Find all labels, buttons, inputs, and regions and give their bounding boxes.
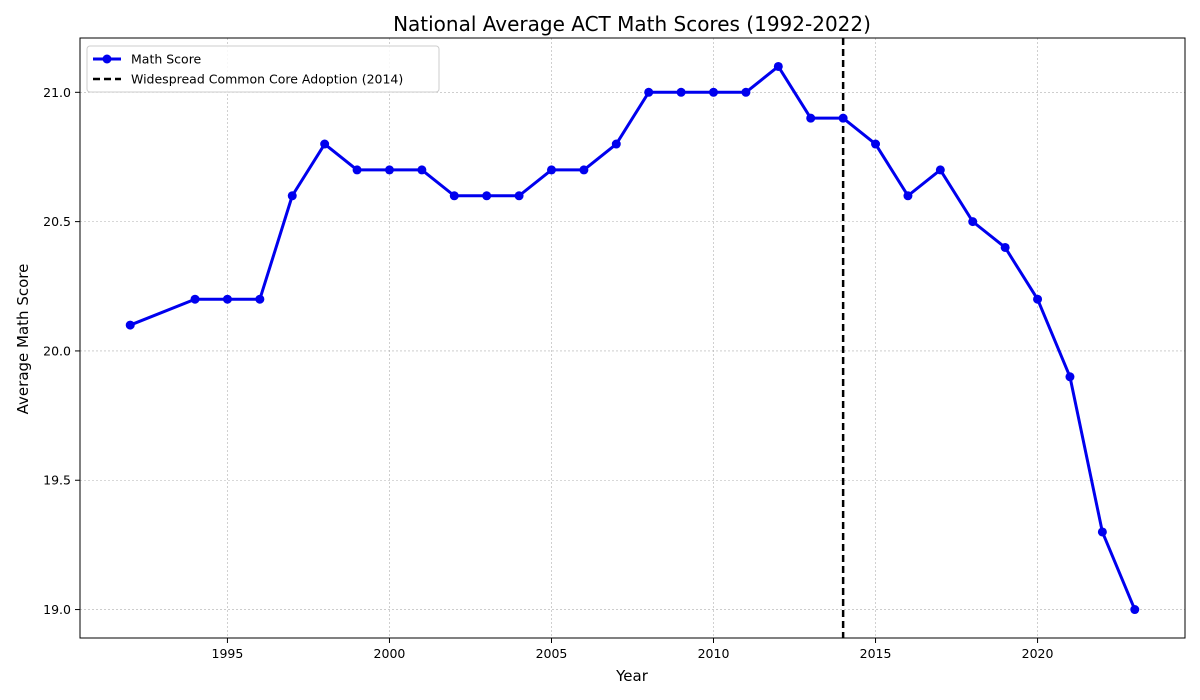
- data-point: [935, 165, 945, 175]
- x-tick-label: 2010: [698, 646, 730, 661]
- gridlines: [80, 38, 1185, 638]
- data-point: [417, 165, 427, 175]
- data-point: [514, 191, 524, 201]
- data-point: [741, 87, 751, 97]
- plot-area-frame: [79, 37, 1186, 639]
- x-axis-label: Year: [615, 667, 649, 685]
- x-tick-label: 2000: [374, 646, 406, 661]
- x-tick-label: 2020: [1022, 646, 1054, 661]
- data-point: [449, 191, 459, 201]
- legend-series-label: Math Score: [131, 52, 202, 67]
- x-tick-label: 1995: [212, 646, 244, 661]
- data-point: [968, 217, 978, 227]
- x-tick-label: 2015: [860, 646, 892, 661]
- legend-box: [86, 45, 440, 93]
- data-point: [838, 113, 848, 123]
- data-point: [871, 139, 881, 149]
- series-line: [129, 64, 1137, 611]
- y-tick-label: 19.0: [43, 602, 71, 617]
- data-point: [1065, 372, 1075, 382]
- data-point: [1097, 527, 1107, 537]
- data-point: [773, 61, 783, 71]
- data-point: [384, 165, 394, 175]
- legend: Math Score Widespread Common Core Adopti…: [86, 45, 440, 93]
- data-point: [190, 294, 200, 304]
- data-point: [611, 139, 621, 149]
- data-point: [806, 113, 816, 123]
- data-point: [352, 165, 362, 175]
- data-point: [255, 294, 265, 304]
- data-point: [287, 191, 297, 201]
- legend-annotation-label: Widespread Common Core Adoption (2014): [131, 72, 403, 87]
- data-point: [1130, 605, 1140, 615]
- data-point: [125, 320, 135, 330]
- x-tick-label: 2005: [536, 646, 568, 661]
- data-point: [579, 165, 589, 175]
- data-point: [709, 87, 719, 97]
- chart-title: National Average ACT Math Scores (1992-2…: [393, 12, 871, 36]
- data-point: [1000, 242, 1010, 252]
- y-tick-label: 20.5: [43, 214, 71, 229]
- data-point: [482, 191, 492, 201]
- data-point: [644, 87, 654, 97]
- data-point: [903, 191, 913, 201]
- series-layer: [125, 61, 1140, 615]
- data-point: [222, 294, 232, 304]
- y-tick-label: 20.0: [43, 343, 71, 358]
- data-point: [546, 165, 556, 175]
- y-tick-label: 21.0: [43, 85, 71, 100]
- data-point: [320, 139, 330, 149]
- y-axis-label: Average Math Score: [14, 264, 32, 415]
- data-point: [1033, 294, 1043, 304]
- data-point: [676, 87, 686, 97]
- y-tick-label: 19.5: [43, 473, 71, 488]
- legend-series-marker: [102, 54, 112, 64]
- axis-ticks: 1995 2000 2005 2010 2015 2020 19.0 19.5 20.0 20.5…: [43, 85, 1053, 661]
